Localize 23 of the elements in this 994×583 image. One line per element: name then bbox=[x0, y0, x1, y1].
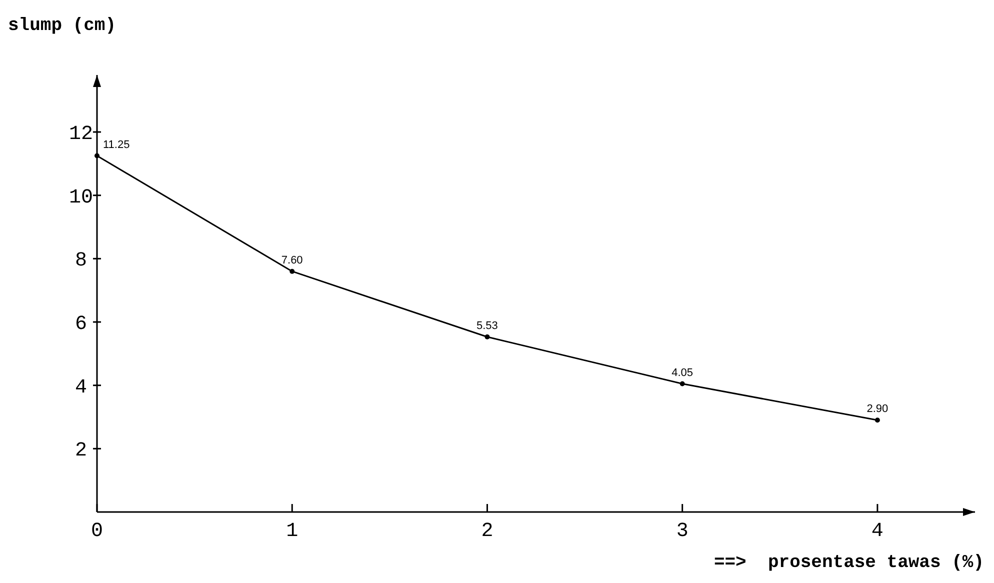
text: 7.60 bbox=[281, 254, 303, 266]
text: 11.25 bbox=[103, 138, 130, 151]
text: 4.05 bbox=[672, 366, 694, 379]
y-axis-title: slump (cm) bbox=[8, 16, 116, 36]
text: 5.53 bbox=[476, 320, 498, 332]
y-tick-label: 12 bbox=[68, 123, 94, 146]
point bbox=[874, 418, 880, 423]
point bbox=[484, 334, 490, 340]
y-tick-label: 6 bbox=[74, 313, 88, 336]
x-tick-label: 1 bbox=[286, 520, 298, 543]
x-tick-label: 0 bbox=[90, 520, 104, 543]
x-tick-label: 2 bbox=[481, 520, 494, 543]
point bbox=[290, 268, 295, 274]
y-tick-label: 2 bbox=[74, 440, 88, 463]
point bbox=[680, 381, 685, 386]
y-tick-label: 4 bbox=[74, 376, 88, 400]
x-axis-title: ==> prosentase tawas (%) bbox=[714, 553, 984, 573]
y-tick-label: 10 bbox=[68, 186, 94, 210]
text: 2.90 bbox=[866, 403, 888, 416]
x-tick-label: 3 bbox=[676, 520, 688, 543]
y-tick-label: 8 bbox=[74, 250, 88, 273]
point bbox=[94, 153, 100, 158]
x-tick-label: 4 bbox=[871, 520, 884, 543]
